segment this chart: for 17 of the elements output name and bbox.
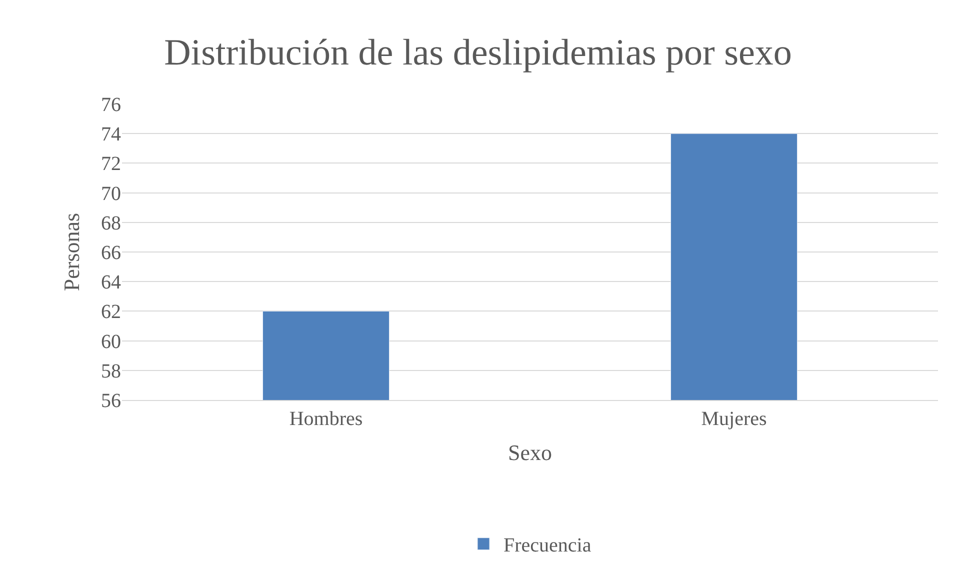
x-tick-label: Mujeres [701,408,767,430]
y-tick-label: 64 [101,272,121,294]
x-axis-title: Sexo [508,440,552,465]
y-tick-label: 76 [101,94,121,116]
x-tick-label: Hombres [289,408,363,430]
y-tick-label: 74 [101,124,121,146]
y-tick-label: 66 [101,242,121,264]
y-tick-label: 60 [101,330,121,353]
y-tick-label: 58 [101,360,121,382]
y-tick-label: 56 [101,390,121,412]
y-tick-label: 62 [101,301,121,324]
y-tick-label: 68 [101,212,121,234]
chart-title: Distribución de las deslipidemias por sexo [164,32,792,74]
y-tick-label: 72 [101,153,121,176]
y-axis-title: Personas [58,212,84,292]
y-tick-label: 70 [101,182,121,205]
legend-label: Frecuencia [504,534,592,557]
